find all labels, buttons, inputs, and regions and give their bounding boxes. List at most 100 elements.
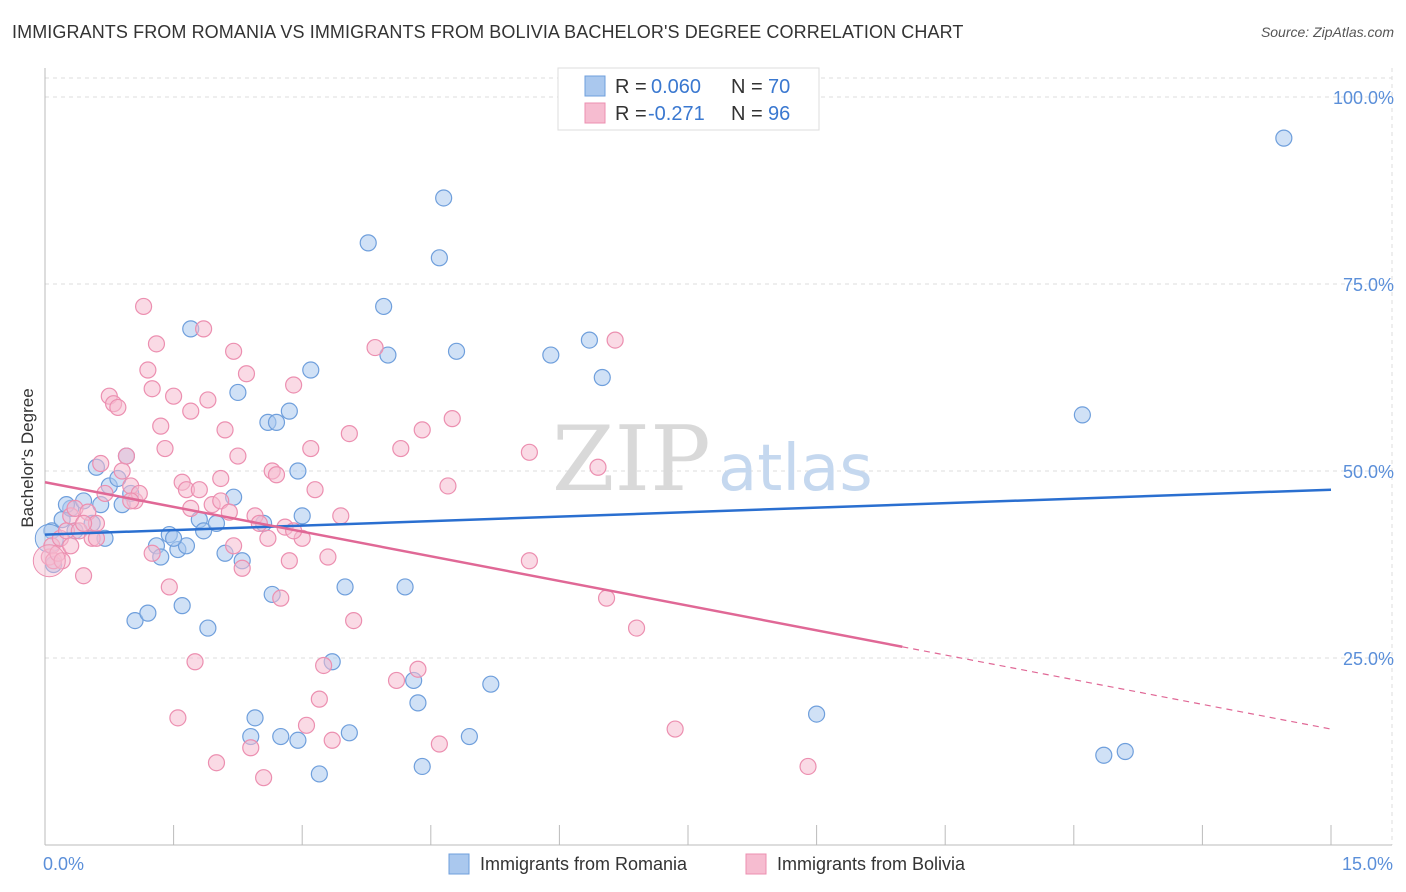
point-bolivia-73 [409,660,427,678]
y-axis-title: Bachelor's Degree [18,388,37,527]
point-bolivia-18 [109,398,127,417]
point-bolivia-81 [606,331,624,349]
point-romania-47 [375,297,393,316]
point-romania-22 [177,537,196,555]
point-romania-56 [460,727,478,746]
point-bolivia-69 [345,611,363,630]
axes [44,68,1392,846]
legend-bolivia-n-value: 96 [768,103,790,125]
point-romania-37 [272,727,290,746]
bottom-legend-swatch-bolivia [745,853,767,875]
point-bolivia-49 [242,739,260,757]
point-bolivia-88 [225,537,243,555]
point-romania-26 [199,619,217,637]
point-bolivia-10 [74,567,93,585]
legend-romania-n-value: 70 [768,76,790,98]
point-romania-42 [310,765,328,783]
point-bolivia-74 [413,421,431,439]
point-bolivia-5 [53,552,71,570]
point-bolivia-77 [520,443,538,461]
point-romania-61 [807,705,826,723]
point-bolivia-58 [280,552,298,570]
point-bolivia-70 [366,338,384,357]
point-bolivia-71 [387,671,406,690]
point-bolivia-19 [113,462,131,480]
point-bolivia-38 [195,320,213,338]
point-bolivia-46 [229,447,247,465]
chart-title: IMMIGRANTS FROM ROMANIA VS IMMIGRANTS FR… [12,22,964,42]
point-bolivia-48 [237,365,256,383]
point-romania-64 [1116,742,1134,761]
point-bolivia-76 [443,410,461,428]
point-bolivia-14 [92,454,110,473]
point-romania-51 [409,694,427,712]
point-bolivia-47 [233,559,251,577]
point-bolivia-30 [160,578,178,596]
trend-line-bolivia-extension [902,646,1332,730]
point-romania-36 [267,413,286,431]
point-romania-33 [246,709,264,727]
point-bolivia-66 [319,548,337,566]
point-bolivia-27 [147,335,166,353]
point-bolivia-56 [272,589,290,607]
point-romania-21 [173,597,191,615]
legend-bolivia-r-label: R = [615,103,647,125]
point-bolivia-43 [216,421,234,439]
point-bolivia-20 [117,447,136,465]
x-tick-labels: 0.0% 15.0% [43,854,1393,874]
point-romania-46 [359,234,377,252]
point-romania-53 [430,249,448,267]
y-tick-label-1: 75.0% [1343,275,1394,295]
point-bolivia-94 [340,425,358,443]
point-romania-55 [447,342,466,360]
point-romania-54 [435,189,453,207]
point-bolivia-37 [190,481,208,499]
legend-swatch-bolivia [584,102,606,124]
point-bolivia-64 [310,690,328,708]
watermark-zip: ZIP [552,407,711,512]
point-bolivia-84 [799,757,817,776]
point-romania-48 [379,346,397,364]
y-tick-label-3: 25.0% [1343,649,1394,669]
point-bolivia-92 [143,544,161,562]
point-romania-57 [482,675,500,693]
y-tick-labels: 100.0% 75.0% 50.0% 25.0% [1333,88,1394,669]
y-tick-label-0: 100.0% [1333,88,1394,108]
trend-lines [44,480,1332,730]
point-bolivia-87 [62,537,80,555]
point-romania-66 [165,529,183,547]
point-bolivia-24 [134,297,153,316]
point-romania-30 [229,383,247,402]
point-romania-59 [580,331,599,349]
point-bolivia-35 [182,402,200,420]
point-bolivia-67 [323,731,341,749]
point-bolivia-62 [302,439,320,458]
point-romania-16 [139,604,157,622]
point-bolivia-75 [430,735,448,753]
legend-bolivia-r-value: -0.271 [648,103,705,125]
point-bolivia-cluster [32,544,66,578]
point-romania-45 [340,724,358,742]
point-bolivia-95 [439,477,457,495]
legend-box: R = 0.060 N = 70 R = -0.271 N = 96 [557,67,820,131]
bottom-legend-label-bolivia: Immigrants from Bolivia [777,854,966,874]
point-bolivia-61 [297,716,316,734]
point-romania-39 [289,731,307,749]
point-romania-15 [126,611,144,630]
point-romania-40 [289,462,307,480]
legend-swatch-romania [584,75,606,97]
x-tick-label-1: 15.0% [1342,854,1393,874]
point-bolivia-55 [267,466,286,484]
point-bolivia-91 [74,514,93,532]
trend-line-romania [44,488,1332,536]
point-bolivia-53 [259,529,277,547]
point-bolivia-79 [589,458,607,476]
source-credit: Source: ZipAtlas.com [1260,24,1394,40]
point-bolivia-83 [666,720,684,738]
point-bolivia-59 [285,376,303,394]
point-bolivia-80 [597,589,616,607]
point-romania-65 [1275,129,1293,147]
point-bolivia-36 [186,653,204,671]
point-bolivia-63 [306,481,324,499]
point-romania-44 [336,578,354,596]
